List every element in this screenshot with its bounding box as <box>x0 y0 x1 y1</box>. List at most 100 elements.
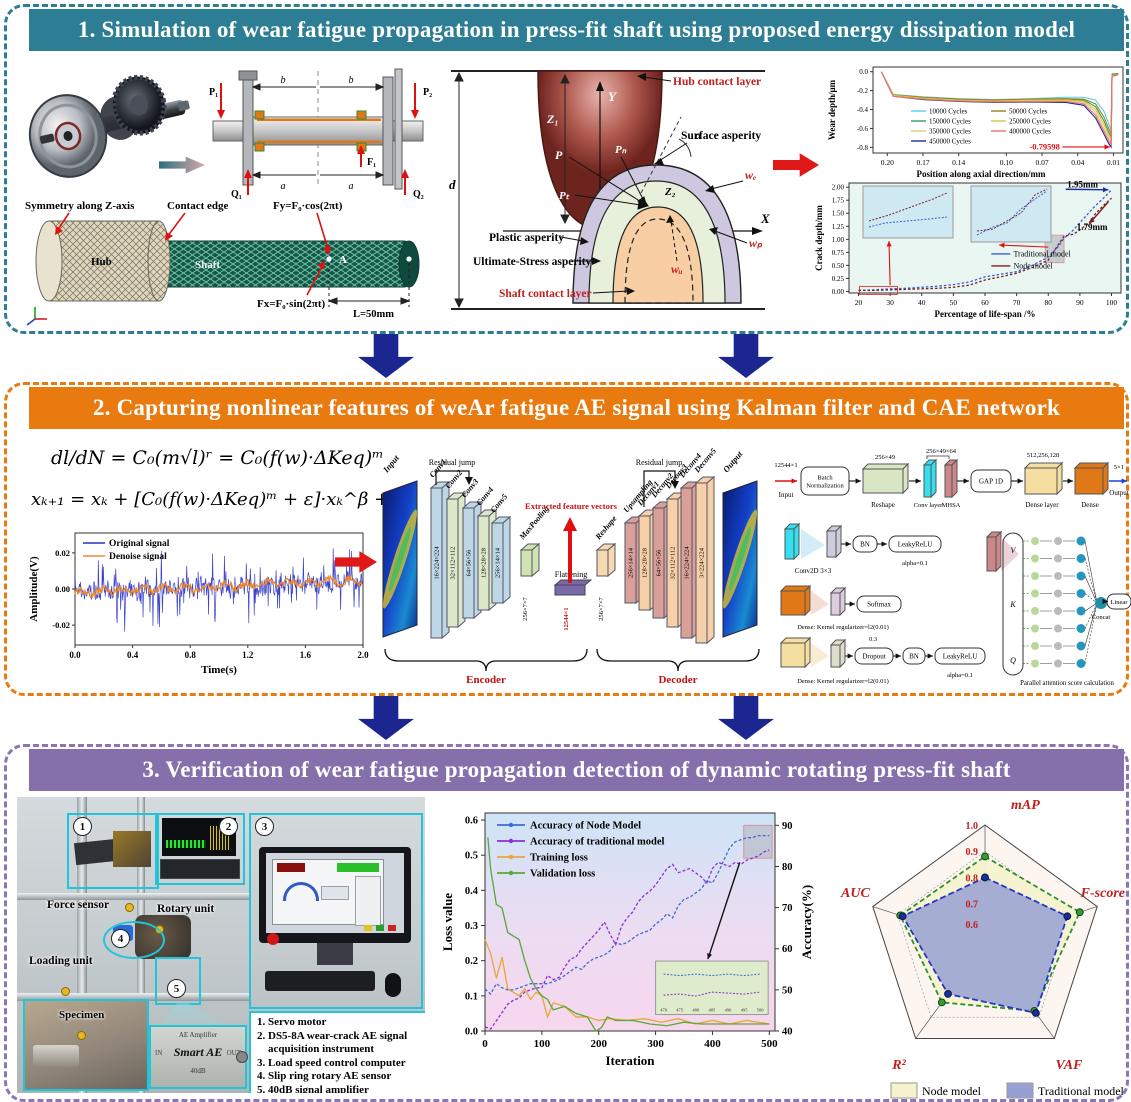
force-arrows <box>217 83 419 195</box>
arrow-head <box>1102 598 1108 605</box>
arrow-line <box>998 244 1049 248</box>
equipment-item-5: 5. 40dB signal amplifier <box>257 1083 369 1094</box>
dropout-box-label: Dropout <box>862 653 885 661</box>
y-axis-title: Amplitude(V) <box>28 556 40 622</box>
v-label: V <box>1011 546 1017 555</box>
y-axis-label: Y <box>608 89 617 104</box>
attention-caption: Parallel attention score calculation <box>1020 680 1114 687</box>
axis-label-mAP: mAP <box>1011 798 1040 813</box>
point-a-marker <box>326 256 332 262</box>
length-label: L=50mm <box>353 309 394 320</box>
x-tick-label: 2.0 <box>357 650 369 660</box>
attn-dot-blue <box>1076 641 1086 651</box>
label-p1: P₁ <box>209 87 218 98</box>
arrow-head <box>886 241 892 247</box>
lrelu2-box-label: LeakyReLU <box>943 653 978 661</box>
min-annotation: -0.79598 <box>1029 141 1059 151</box>
z1-label: Z₁ <box>546 112 559 126</box>
badge-5: 5 <box>167 979 186 998</box>
shaft-end-marker <box>406 256 412 262</box>
x-tick-label: 0.17 <box>916 158 929 167</box>
sensor-ellipse-4 <box>103 921 165 959</box>
flow-arrow-down-2-icon <box>718 334 774 378</box>
original-signal-line <box>74 548 364 632</box>
arrow-head <box>707 953 713 960</box>
we-label: wₑ <box>745 168 756 182</box>
node-vertex <box>1075 908 1084 917</box>
enc-layer-5-size: 256×14×14 <box>495 547 502 578</box>
legend-trad-label: Traditional model <box>1038 1084 1125 1098</box>
servo-motor-box <box>67 813 159 889</box>
app-window <box>272 859 384 926</box>
validation-loss-line <box>487 837 770 1032</box>
maxpool-size: 256×7×7 <box>522 596 529 620</box>
legend-label: Accuracy of traditional model <box>530 837 665 848</box>
shaft-contact-dome <box>612 206 704 304</box>
axis-label-R²: R² <box>891 1058 906 1073</box>
arrow-head <box>1104 144 1110 150</box>
arrow-line <box>888 240 891 286</box>
hub-end-cap <box>35 220 63 302</box>
reg2-label: Dense: Kernel regularizer=l2(0.01) <box>797 678 889 685</box>
extract-arrow-head <box>563 517 577 531</box>
wu-label: wᵤ <box>671 262 683 276</box>
acquisition-box <box>155 813 245 885</box>
badge-1: 1 <box>73 817 92 836</box>
dropout-prism <box>830 644 841 668</box>
mhsa-detail-slab <box>986 536 997 572</box>
arrow-head <box>895 653 901 659</box>
conv2d-prism-side <box>835 524 842 559</box>
cae-network-diagram: Input OutputConv116×224×224Conv232×112×11… <box>380 446 760 686</box>
attn-dot-green <box>1031 642 1039 650</box>
arrow-head <box>881 541 887 547</box>
mhsa-slab <box>944 464 953 498</box>
legend-label: 50000 Cycles <box>1009 108 1048 116</box>
series-Node-model <box>858 197 1112 292</box>
dec-layer-4 <box>666 498 679 628</box>
tangent-line <box>640 116 682 194</box>
legend-label: 10000 Cycles <box>929 108 968 116</box>
x-axis-title: Iteration <box>605 1053 655 1068</box>
y-axis-title: Wear depth/μm <box>827 79 837 140</box>
btn-green <box>376 925 384 931</box>
reshape-box <box>862 468 904 494</box>
dense-layer-box <box>1024 467 1058 495</box>
input-label: Input <box>779 491 794 499</box>
arrow-head <box>847 653 853 659</box>
enc-layer-1 <box>430 487 443 639</box>
gauge-arc <box>283 882 319 901</box>
reshape-size: 256×7×7 <box>598 596 605 620</box>
x-tick-label: 500 <box>761 1038 778 1050</box>
symmetry-label: Symmetry along Z-axis <box>25 200 135 212</box>
flow-arrow-down-3-icon <box>358 696 414 740</box>
label-q1: Q₁ <box>231 189 242 200</box>
accuracy-trad-line <box>484 849 770 1030</box>
ring-label: 0.8 <box>966 873 979 884</box>
arrow-head <box>1017 478 1023 484</box>
reg1-label: Dense: Kernel regularizer=l2(0.01) <box>797 624 889 631</box>
shaft-mesh <box>136 240 410 288</box>
coordinate-triad-icon <box>26 307 47 326</box>
y-tick-label: 0.00 <box>832 288 845 296</box>
red-readout <box>277 863 305 872</box>
concat-label: Concat <box>1092 614 1111 621</box>
enc-layer-2 <box>446 498 459 628</box>
yl-tick-label: 0.1 <box>465 991 478 1002</box>
computer-box <box>249 813 423 1009</box>
conv-slab-side <box>930 458 937 499</box>
z1-dimension <box>560 73 570 225</box>
legend-swatch-trad <box>1006 1082 1034 1099</box>
softmax-cube-side <box>804 584 811 617</box>
reshape-name: Reshape <box>593 514 619 542</box>
trad-vertex <box>981 873 989 882</box>
dec-layer-3 <box>652 507 665 619</box>
conv2d-slab-side <box>793 522 800 561</box>
conv2d-prism <box>826 530 837 558</box>
legend-label: 350000 Cycles <box>929 128 971 136</box>
dense-layer-box-side <box>1056 461 1063 496</box>
attn-dot-gray <box>1054 572 1062 580</box>
attn-converge <box>1084 602 1098 664</box>
emergency-button <box>267 933 279 945</box>
dec-layer-6-size: 3×224×224 <box>699 547 706 578</box>
traditional-model-polygon <box>901 876 1069 1015</box>
